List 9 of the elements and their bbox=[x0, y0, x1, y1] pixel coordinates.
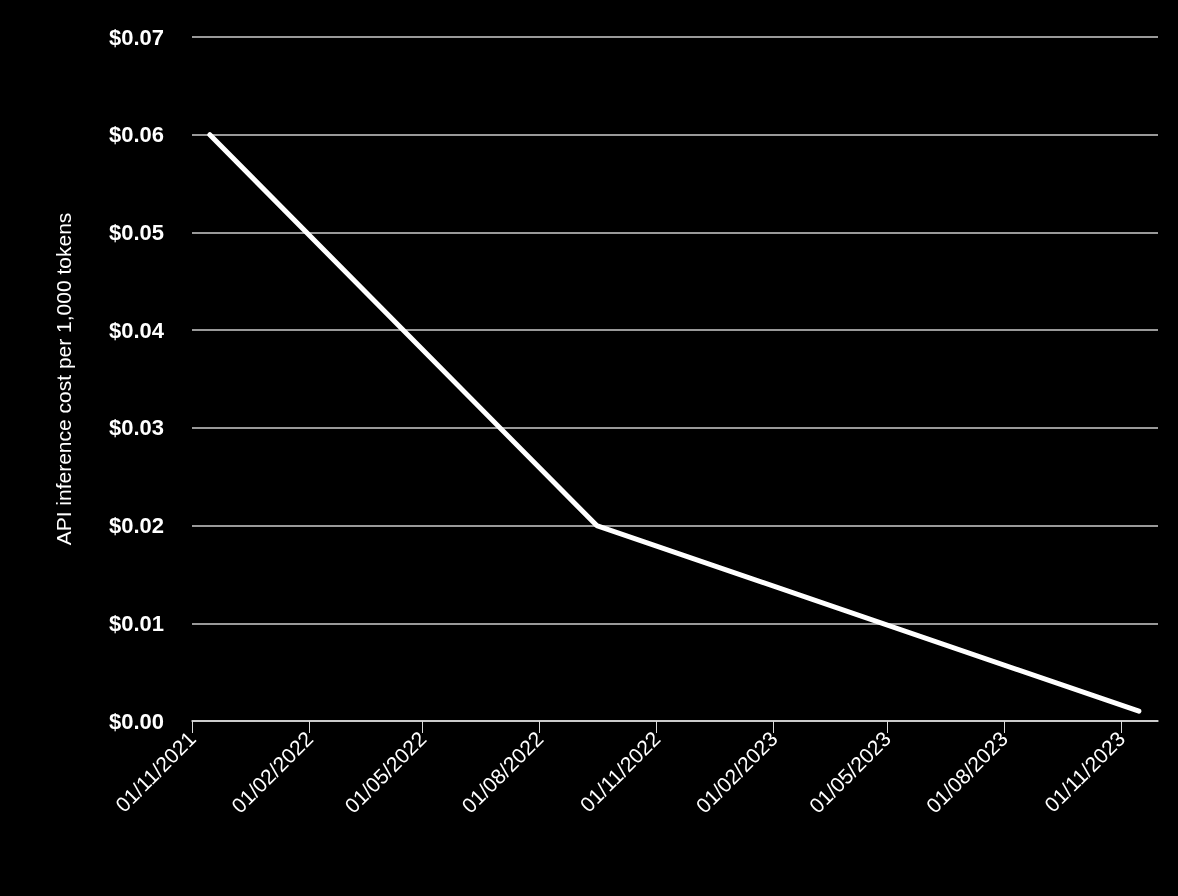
y-tick-label: $0.05 bbox=[108, 219, 164, 245]
y-tick-label: $0.06 bbox=[108, 122, 164, 148]
y-axis-title: API inference cost per 1,000 tokens bbox=[52, 212, 75, 546]
y-tick-label: $0.04 bbox=[108, 317, 165, 343]
y-tick-label: $0.02 bbox=[108, 513, 164, 539]
y-tick-label: $0.07 bbox=[108, 24, 164, 50]
y-tick-label: $0.00 bbox=[108, 708, 164, 734]
y-tick-label: $0.01 bbox=[108, 610, 164, 636]
y-tick-label: $0.03 bbox=[108, 415, 164, 441]
